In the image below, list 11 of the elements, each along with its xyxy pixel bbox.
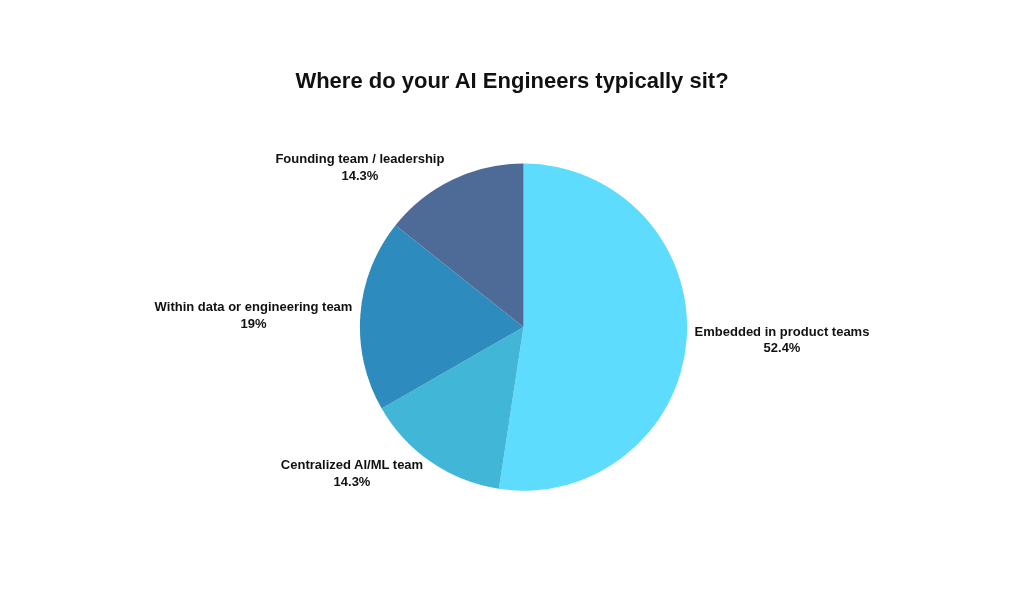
slice-label: Embedded in product teams xyxy=(694,323,870,339)
slice-label: Centralized AI/ML team xyxy=(280,457,424,473)
slice-label: Founding team / leadership xyxy=(275,150,445,166)
data-label: 14.3% xyxy=(341,167,379,183)
data-label: 19% xyxy=(240,315,267,331)
slice-label: Within data or engineering team xyxy=(154,298,353,314)
data-label: 52.4% xyxy=(763,340,801,356)
pie-slice xyxy=(498,163,687,491)
pie-slice xyxy=(360,225,524,409)
chart-title: Where do your AI Engineers typically sit? xyxy=(295,67,729,93)
data-label: 14.3% xyxy=(333,473,371,489)
